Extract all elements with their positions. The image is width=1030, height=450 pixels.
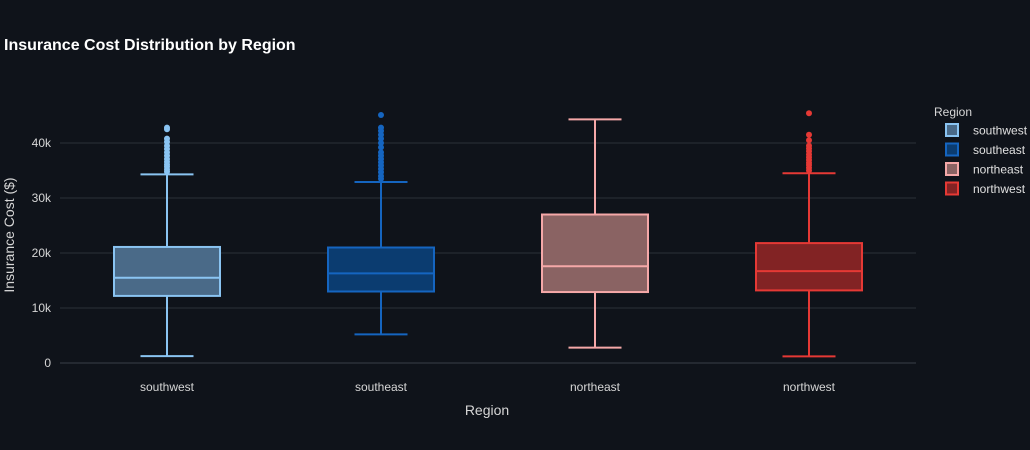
outlier-point <box>378 111 384 118</box>
box-layer <box>113 110 863 358</box>
legend-title: Region <box>934 105 972 119</box>
iqr-box <box>113 245 221 297</box>
legend-swatch <box>945 162 959 176</box>
box-southwest <box>113 124 221 358</box>
outlier-point <box>164 135 170 142</box>
iqr-box <box>327 246 435 293</box>
legend-swatch <box>945 123 959 137</box>
legend-item-northeast: northeast <box>945 162 1024 177</box>
box-southeast <box>327 111 435 336</box>
outlier-point <box>806 137 812 144</box>
outlier-point <box>164 124 170 131</box>
legend-item-southeast: southeast <box>945 142 1026 157</box>
legend-item-southwest: southwest <box>945 123 1028 138</box>
legend-label: southwest <box>973 124 1028 138</box>
y-tick-label: 30k <box>32 191 52 205</box>
legend-label: southeast <box>973 143 1026 157</box>
outlier-point <box>378 144 384 151</box>
legend-label: northeast <box>973 163 1024 177</box>
x-tick-label: southwest <box>140 380 195 394</box>
x-axis-label: Region <box>465 402 509 418</box>
x-tick-labels: southwest southeast northeast northwest <box>140 380 836 394</box>
y-tick-labels: 0 10k 20k 30k 40k <box>32 136 52 370</box>
iqr-box <box>755 242 863 292</box>
box-northwest <box>755 110 863 358</box>
legend: Region southwest southeast northeast northw… <box>934 105 1028 196</box>
legend-swatch <box>945 181 959 196</box>
outlier-point <box>378 149 384 156</box>
x-tick-label: northwest <box>783 380 836 394</box>
y-tick-label: 0 <box>44 356 51 370</box>
outlier-point <box>378 124 384 131</box>
outlier-point <box>378 140 384 146</box>
x-tick-label: northeast <box>570 380 621 394</box>
y-tick-label: 20k <box>32 246 52 260</box>
y-tick-label: 40k <box>32 136 52 150</box>
iqr-box <box>541 213 649 294</box>
y-tick-label: 10k <box>32 301 52 315</box>
legend-label: northwest <box>973 182 1026 196</box>
box-northeast <box>541 118 649 349</box>
x-tick-label: southeast <box>355 380 408 394</box>
legend-item-northwest: northwest <box>945 181 1026 196</box>
outlier-point <box>806 110 812 117</box>
y-axis-label: Insurance Cost ($) <box>1 177 17 292</box>
legend-swatch <box>945 142 959 157</box>
outlier-point <box>806 131 812 138</box>
outlier-point <box>806 142 812 149</box>
chart-title: Insurance Cost Distribution by Region <box>4 37 296 54</box>
